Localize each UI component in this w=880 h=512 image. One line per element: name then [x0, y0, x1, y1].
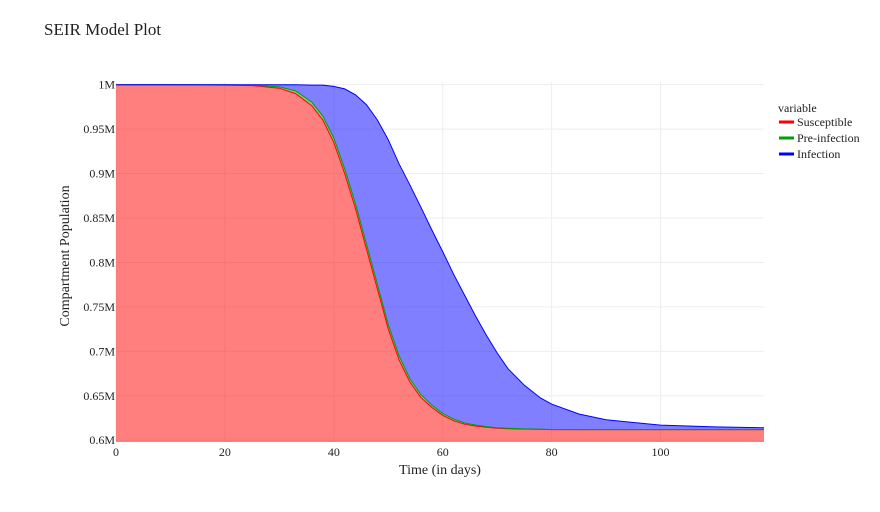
- y-tick-label: 0.65M: [83, 389, 115, 403]
- y-tick-label: 0.6M: [89, 433, 115, 447]
- y-axis-label: Compartment Population: [58, 185, 73, 326]
- x-tick-label: 20: [219, 445, 231, 459]
- x-tick-label: 40: [328, 445, 340, 459]
- x-tick-label: 100: [652, 445, 670, 459]
- x-tick-label: 60: [437, 445, 449, 459]
- chart-title: SEIR Model Plot: [44, 20, 161, 39]
- legend-fill-pre-infection: [779, 136, 794, 140]
- y-tick-label: 1M: [98, 78, 115, 92]
- y-tick-label: 0.75M: [83, 300, 115, 314]
- y-tick-label: 0.8M: [89, 255, 115, 269]
- legend-label-infection: Infection: [797, 147, 840, 161]
- x-tick-label: 80: [546, 445, 558, 459]
- legend-title: variable: [778, 101, 817, 115]
- x-axis-label: Time (in days): [399, 463, 481, 478]
- legend-label-susceptible: Susceptible: [797, 115, 852, 129]
- legend-fill-infection: [779, 152, 794, 156]
- y-tick-label: 0.85M: [83, 211, 115, 225]
- legend-fill-susceptible: [779, 120, 794, 124]
- stacked-areas: [116, 85, 764, 442]
- legend-label-pre-infection: Pre-infection: [797, 131, 860, 145]
- y-tick-label: 0.7M: [89, 344, 115, 358]
- y-axis-ticks: 0.6M 0.65M 0.7M 0.75M 0.8M 0.85M 0.9M 0.95M 1M: [83, 78, 115, 448]
- y-tick-label: 0.9M: [89, 167, 115, 181]
- legend: variable Susceptible Pre-infection Infecti…: [778, 101, 860, 161]
- y-tick-label: 0.95M: [83, 122, 115, 136]
- x-axis-ticks: 0 20 40 60 80 100: [113, 445, 670, 459]
